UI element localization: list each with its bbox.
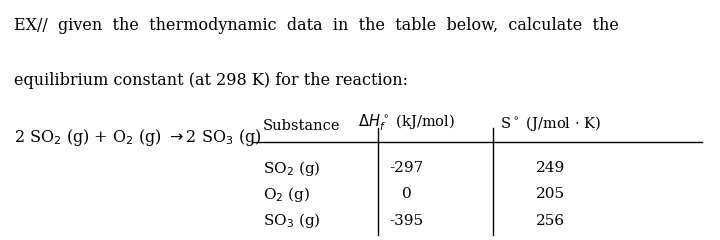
Text: equilibrium constant (at 298 K) for the reaction:: equilibrium constant (at 298 K) for the …	[14, 72, 408, 89]
Text: -297: -297	[390, 161, 424, 175]
Text: 2 SO$_2$ (g) + O$_2$ (g) $\rightarrow$2 SO$_3$ (g): 2 SO$_2$ (g) + O$_2$ (g) $\rightarrow$2 …	[14, 127, 262, 148]
Text: S$^\circ$ (J/mol $\cdot$ K): S$^\circ$ (J/mol $\cdot$ K)	[500, 114, 601, 133]
Text: $\Delta H_f^\circ$ (kJ/mol): $\Delta H_f^\circ$ (kJ/mol)	[359, 113, 455, 133]
Text: EX//  given  the  thermodynamic  data  in  the  table  below,  calculate  the: EX// given the thermodynamic data in the…	[14, 17, 619, 34]
Text: 205: 205	[536, 187, 565, 201]
Text: Substance: Substance	[263, 119, 341, 133]
Text: 0: 0	[402, 187, 412, 201]
Text: SO$_3$ (g): SO$_3$ (g)	[263, 211, 320, 230]
Text: SO$_2$ (g): SO$_2$ (g)	[263, 158, 320, 178]
Text: -395: -395	[390, 214, 424, 228]
Text: O$_2$ (g): O$_2$ (g)	[263, 185, 310, 204]
Text: 256: 256	[536, 214, 565, 228]
Text: 249: 249	[536, 161, 565, 175]
